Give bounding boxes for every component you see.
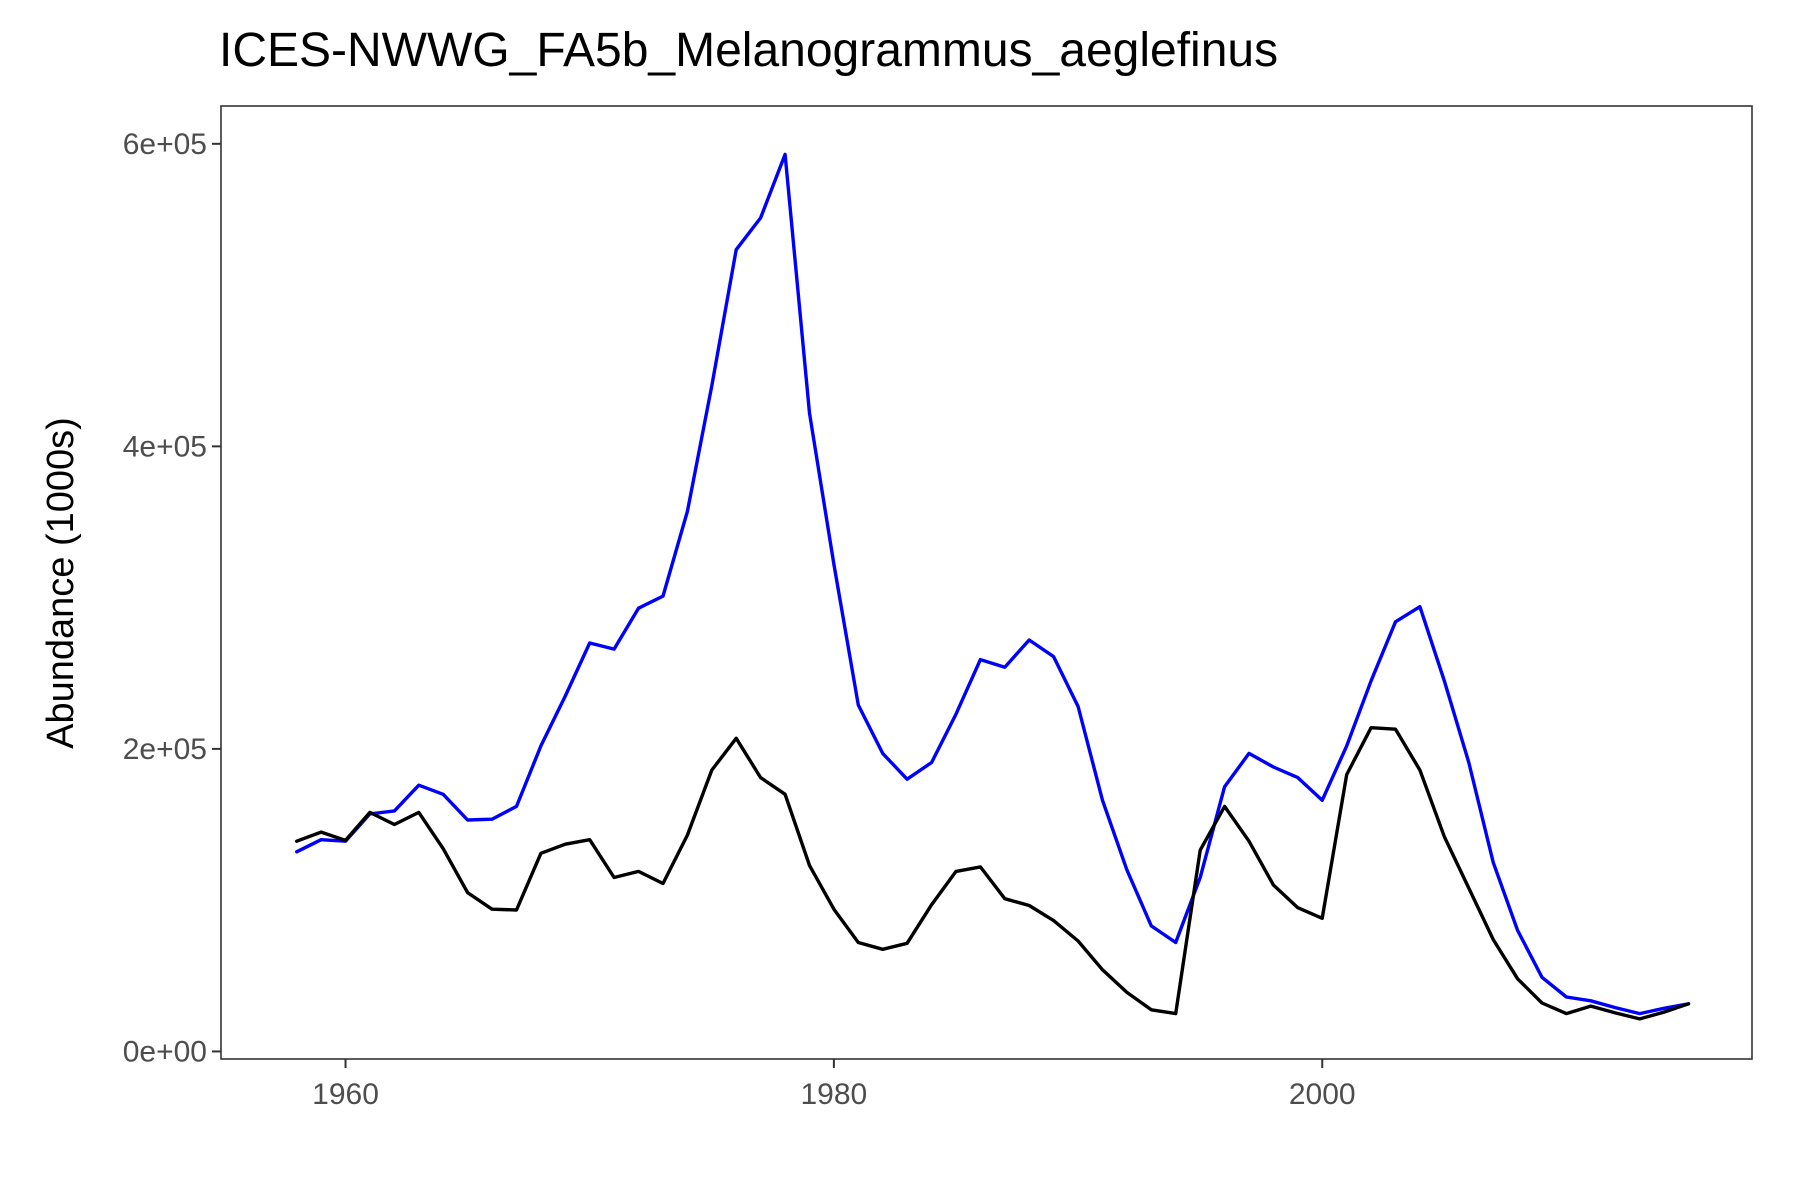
y-tick-label: 0e+00 xyxy=(123,1035,207,1068)
x-tick-label: 1960 xyxy=(312,1078,379,1111)
x-axis: 1960 1980 2000 xyxy=(312,1059,1356,1111)
y-tick-label: 6e+05 xyxy=(123,128,207,161)
y-tick-label: 2e+05 xyxy=(123,733,207,766)
series-group xyxy=(295,152,1691,1021)
y-axis-title: Abundance (1000s) xyxy=(40,417,82,749)
series-line-2 xyxy=(295,726,1691,1021)
x-tick-label: 2000 xyxy=(1289,1078,1356,1111)
y-axis: 0e+00 2e+05 4e+05 6e+05 xyxy=(123,128,221,1068)
chart-title: ICES-NWWG_FA5b_Melanogrammus_aeglefinus xyxy=(219,24,1278,77)
x-tick-label: 1980 xyxy=(801,1078,868,1111)
y-tick-label: 4e+05 xyxy=(123,430,207,463)
plot-panel xyxy=(220,105,1753,1060)
series-line-1 xyxy=(295,152,1691,1016)
